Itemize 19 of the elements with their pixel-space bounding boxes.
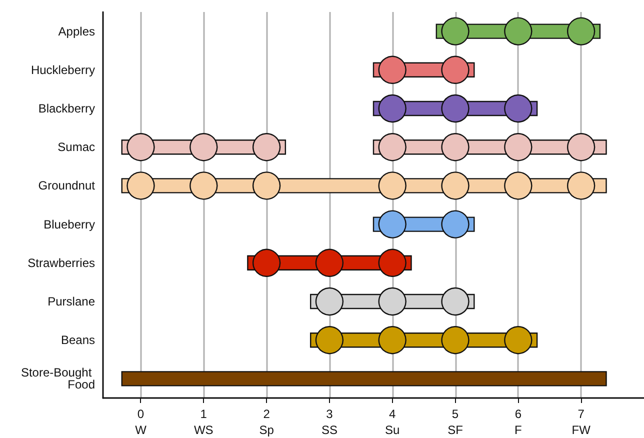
y-tick-label: Huckleberry <box>30 62 95 77</box>
y-tick-label: Groundnut <box>38 178 96 193</box>
y-tick-label: Sumac <box>58 140 95 154</box>
y-tick-label: Beans <box>60 333 95 348</box>
x-tick-label: 7 FW <box>572 407 592 437</box>
y-tick-label: Store-Bought Food <box>20 366 95 392</box>
y-tick-label: Strawberries <box>28 256 95 270</box>
x-tick-label: 5 SF <box>448 407 463 437</box>
y-tick-label: Blueberry <box>44 217 95 232</box>
x-tick-label: 4 Su <box>385 407 400 437</box>
bar <box>121 371 607 386</box>
x-tick-label: 3 SS <box>321 407 338 437</box>
y-tick-label: Blackberry <box>38 102 95 116</box>
x-tick-label: 1 WS <box>194 407 214 437</box>
x-tick-label: 2 Sp <box>259 407 274 437</box>
x-tick-label: 0 W <box>135 407 148 437</box>
y-tick-label: Purslane <box>48 294 96 308</box>
x-tick-label: 6 F <box>514 407 522 437</box>
y-tick-label: Apples <box>58 24 95 38</box>
